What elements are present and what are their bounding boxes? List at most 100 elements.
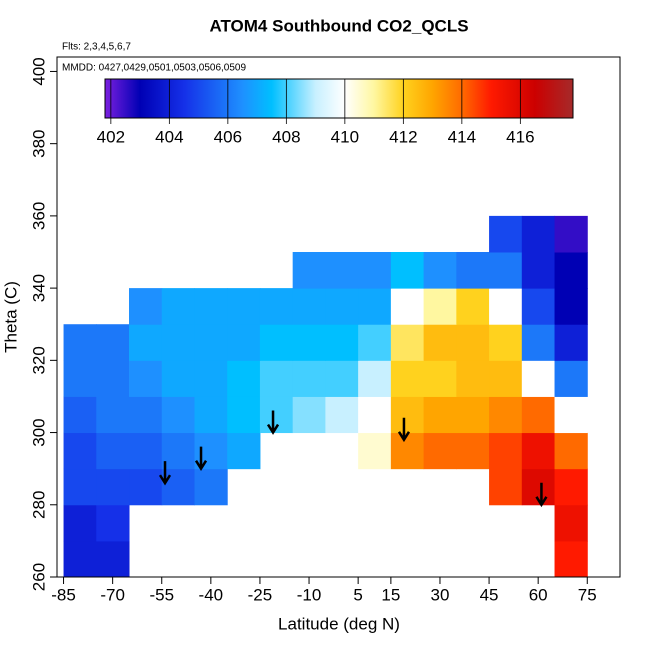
heat-cell xyxy=(554,252,588,289)
heat-cell xyxy=(423,432,457,470)
heat-cell xyxy=(194,324,228,361)
heat-cell xyxy=(63,324,97,361)
y-tick-label: 380 xyxy=(29,129,48,157)
heat-cell xyxy=(96,432,130,470)
heat-cell xyxy=(456,252,490,289)
heat-cell xyxy=(554,432,588,470)
arrow xyxy=(397,417,411,443)
heat-cell xyxy=(423,252,457,289)
x-tick-label: -85 xyxy=(51,585,76,604)
dates-note: MMDD: 0427,0429,0501,0503,0506,0509 xyxy=(62,63,246,74)
heat-cell xyxy=(390,396,425,434)
heat-cell xyxy=(227,324,261,361)
heat-cell xyxy=(489,252,523,289)
plot-frame xyxy=(56,56,621,578)
heat-cell xyxy=(161,396,195,434)
heat-cell xyxy=(227,288,261,325)
heat-cell xyxy=(554,288,588,325)
colorbar-tick-label: 410 xyxy=(331,127,359,146)
heat-cell xyxy=(521,432,556,470)
heat-cell xyxy=(194,468,228,506)
heat-cell xyxy=(489,360,523,397)
heat-cell xyxy=(194,288,228,325)
arrow xyxy=(266,410,280,435)
heat-cell xyxy=(96,540,130,578)
colorbar-tick-label: 406 xyxy=(214,127,242,146)
heat-cell xyxy=(554,540,588,578)
heat-cell xyxy=(456,396,490,434)
heat-cell xyxy=(358,432,392,470)
y-tick-label: 260 xyxy=(29,563,48,591)
colorbar-tick-label: 414 xyxy=(448,127,476,146)
heat-cell xyxy=(325,360,359,397)
heat-cell xyxy=(423,396,457,434)
heat-cell xyxy=(161,468,195,506)
heat-cell xyxy=(358,360,392,397)
heat-cell xyxy=(521,360,556,397)
colorbar-tick-label: 404 xyxy=(155,127,183,146)
heat-cell xyxy=(554,324,588,361)
heat-cell xyxy=(259,360,294,397)
x-tick-label: -70 xyxy=(100,585,125,604)
heat-cell xyxy=(489,215,523,253)
x-tick-label: 5 xyxy=(353,585,362,604)
x-tick-label: 45 xyxy=(480,585,499,604)
arrow xyxy=(194,446,208,472)
x-tick-label: 30 xyxy=(431,585,450,604)
heat-cell xyxy=(129,324,163,361)
heat-cell xyxy=(521,396,556,434)
heat-cell xyxy=(161,324,195,361)
heat-cell xyxy=(129,432,163,470)
heat-cell xyxy=(456,288,490,325)
heat-cell xyxy=(96,360,130,397)
heat-cell xyxy=(358,288,392,325)
heat-cell xyxy=(489,324,523,361)
heat-cell xyxy=(358,396,392,434)
heat-cell xyxy=(161,288,195,325)
heat-cell xyxy=(489,288,523,325)
heat-cell xyxy=(63,360,97,397)
heat-cell xyxy=(521,288,556,325)
colorbar-tick-label: 402 xyxy=(97,127,125,146)
heat-cell xyxy=(358,324,392,361)
y-tick-label: 340 xyxy=(29,274,48,302)
heat-cell xyxy=(390,288,425,325)
heat-cell xyxy=(161,432,195,470)
heat-cell xyxy=(456,432,490,470)
colorbar-tick-label: 416 xyxy=(506,127,534,146)
heat-cell xyxy=(63,468,97,506)
heat-cell xyxy=(129,396,163,434)
flights-note: Flts: 2,3,4,5,6,7 xyxy=(62,42,131,53)
heat-cell xyxy=(390,432,425,470)
heat-cell xyxy=(63,504,97,542)
heat-cell xyxy=(325,288,359,325)
heat-cell xyxy=(227,432,261,470)
heat-cell xyxy=(96,468,130,506)
colorbar-tick-label: 412 xyxy=(389,127,417,146)
heat-cell xyxy=(554,468,588,506)
x-tick-label: 15 xyxy=(381,585,400,604)
heat-cell xyxy=(521,215,556,253)
heat-cell xyxy=(325,396,359,434)
y-tick-label: 400 xyxy=(29,57,48,85)
heat-cell xyxy=(292,252,326,289)
x-tick-label: -55 xyxy=(149,585,174,604)
y-tick-label: 360 xyxy=(29,202,48,230)
arrow xyxy=(535,482,548,508)
x-axis-label: Latitude (deg N) xyxy=(278,614,400,633)
x-tick-label: -40 xyxy=(199,585,224,604)
heat-cell xyxy=(161,360,195,397)
y-tick-label: 280 xyxy=(29,491,48,519)
heat-cell xyxy=(194,396,228,434)
heat-cell xyxy=(292,360,326,397)
heat-cell xyxy=(456,324,490,361)
heat-cell xyxy=(358,252,392,289)
heat-cell xyxy=(325,324,359,361)
heat-cell xyxy=(129,468,163,506)
heat-cell xyxy=(554,396,588,434)
heat-cell xyxy=(521,252,556,289)
x-tick-label: -25 xyxy=(248,585,273,604)
heat-cell xyxy=(292,288,326,325)
heat-cell xyxy=(63,396,97,434)
arrow xyxy=(158,461,172,486)
